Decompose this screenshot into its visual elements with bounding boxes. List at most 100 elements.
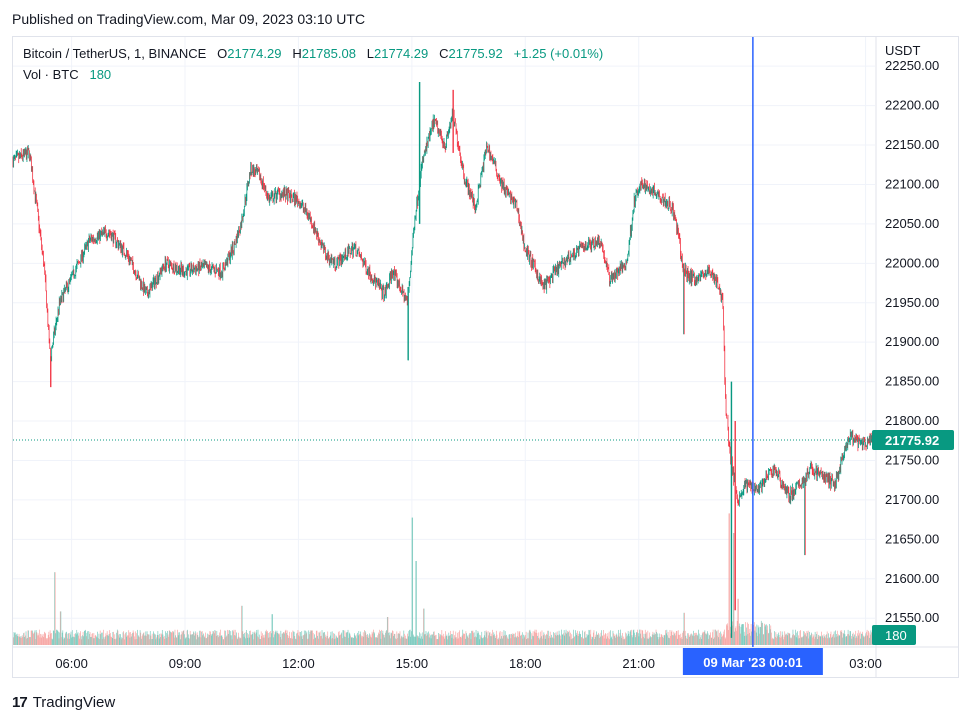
volume-bar [568,631,569,645]
volume-bar [574,635,576,645]
volume-bar [468,634,470,645]
volume-bar [823,637,824,645]
volume-bar [715,631,717,645]
volume-bar [113,631,114,645]
volume-bar [162,634,164,645]
volume-bar [724,637,726,645]
volume-bar [148,634,150,645]
volume-bar [472,630,474,645]
volume-bar [584,632,585,645]
volume-bar [866,631,867,645]
volume-bar [448,632,450,645]
volume-bar [639,633,641,645]
volume-bar [705,633,706,645]
volume-bar [541,630,543,645]
volume-bar [848,634,850,645]
volume-bar [42,635,43,645]
volume-bar [528,630,530,645]
volume-bar [704,630,706,645]
volume-bar [672,635,673,645]
volume-bar [115,639,116,645]
volume-bar [378,632,379,645]
volume-bar [648,637,650,645]
volume-bar [171,632,173,645]
volume-bar [679,638,681,645]
volume-bar [604,633,606,645]
volume-bar [555,632,557,645]
volume-bar [439,636,441,645]
volume-bar [352,637,354,645]
volume-bar [389,632,391,645]
volume-bar [293,631,294,645]
volume-bar [797,631,798,645]
volume-bar [291,638,293,645]
volume-bar [522,638,524,645]
volume-bar [15,634,17,645]
volume-bar [315,637,317,645]
volume-bar [38,635,40,645]
volume-bar [579,631,580,645]
volume-bar [857,630,859,645]
volume-bar [151,639,152,645]
volume-bar [823,634,825,645]
tradingview-logo-icon[interactable]: 17 [12,694,28,711]
volume-bar [565,632,566,645]
volume-bar [143,632,145,645]
volume-bar [388,632,389,645]
volume-bar [147,634,149,645]
volume-bar [179,634,181,645]
volume-bar [816,631,818,645]
volume-bar [186,637,187,645]
volume-bar [693,630,694,645]
volume-bar [463,634,465,645]
volume-bar [196,632,198,645]
volume-bar [819,635,820,645]
volume-bar [513,633,515,645]
volume-bar [56,629,58,645]
tradingview-brand[interactable]: TradingView [32,694,116,711]
volume-bar [79,633,81,645]
ohlc-legend: Bitcoin / TetherUS, 1, BINANCE O21774.29… [23,46,603,61]
volume-bar [695,634,697,645]
volume-bar [175,635,176,645]
volume-bar [748,632,750,645]
volume-bar [692,635,694,645]
volume-bar [498,637,500,645]
volume-bar [233,629,235,645]
volume-label[interactable]: Vol · BTC [23,67,79,82]
volume-bar [329,637,330,645]
volume-bar [277,634,279,645]
volume-bar [378,633,380,645]
volume-bar [507,638,509,645]
volume-bar [525,635,526,645]
symbol-label[interactable]: Bitcoin / TetherUS, 1, BINANCE [23,46,207,61]
volume-bar [828,638,830,645]
volume-bar [315,630,317,645]
volume-bar [131,633,133,645]
volume-bar [744,635,746,645]
volume-bar [733,533,734,645]
volume-bar [243,636,245,645]
volume-bar [750,635,751,645]
volume-bar [198,636,200,645]
volume-bar [82,632,84,645]
volume-bar [287,634,289,645]
volume-bar [759,626,761,645]
volume-bar [33,632,35,645]
volume-bar [849,635,850,645]
volume-bar [361,637,363,645]
volume-bar [829,634,831,645]
volume-bar [142,634,143,645]
volume-bar [40,633,41,645]
volume-bar [430,635,431,645]
volume-bar [777,636,779,645]
volume-bar [809,636,811,645]
volume-bar [634,635,636,645]
volume-bar [687,633,689,645]
volume-bar [796,632,798,645]
volume-bar [610,630,611,645]
volume-bar [419,638,421,645]
volume-bar [180,639,182,645]
volume-bar [225,630,227,645]
